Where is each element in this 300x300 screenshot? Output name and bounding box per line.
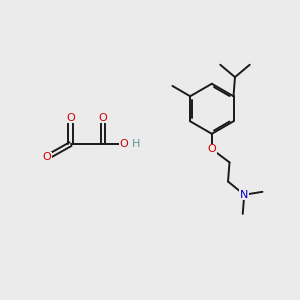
Text: O: O: [66, 112, 75, 123]
Text: O: O: [98, 112, 107, 123]
Text: H: H: [132, 139, 140, 149]
Text: N: N: [240, 190, 248, 200]
Text: O: O: [208, 144, 216, 154]
Text: O: O: [43, 152, 51, 162]
Text: O: O: [119, 139, 128, 149]
